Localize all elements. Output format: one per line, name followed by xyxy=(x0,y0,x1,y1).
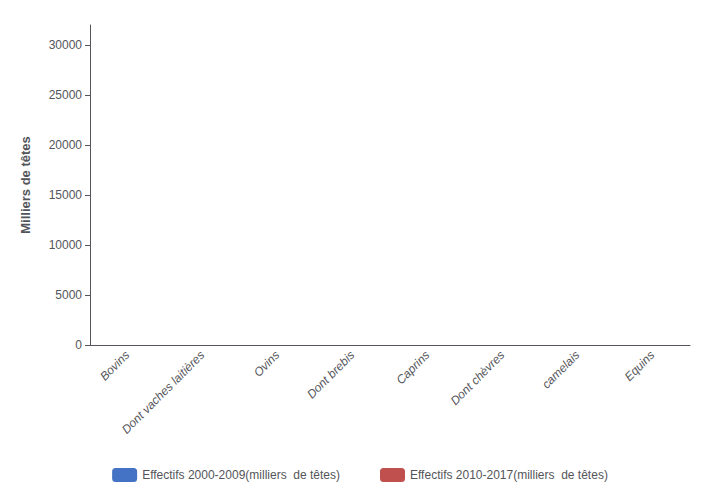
svg-text:Effectifs 2000-2009(milliers: Effectifs 2000-2009(milliers de têtes) xyxy=(142,468,340,482)
svg-text:Milliers de têtes: Milliers de têtes xyxy=(18,136,33,234)
svg-text:Bovins: Bovins xyxy=(97,348,132,383)
svg-text:Dont brebis: Dont brebis xyxy=(304,348,357,401)
svg-text:Effectifs 2010-2017(milliers: Effectifs 2010-2017(milliers de têtes) xyxy=(410,468,608,482)
svg-text:Caprins: Caprins xyxy=(393,348,432,387)
svg-text:Ovins: Ovins xyxy=(251,348,283,380)
svg-text:camelais: camelais xyxy=(539,348,582,391)
svg-text:0: 0 xyxy=(75,338,82,352)
svg-text:30000: 30000 xyxy=(49,38,83,52)
svg-text:Dont chèvres: Dont chèvres xyxy=(448,348,508,408)
svg-text:5000: 5000 xyxy=(55,288,82,302)
svg-text:Equins: Equins xyxy=(622,348,658,384)
svg-text:Dont vaches laitières: Dont vaches laitières xyxy=(119,348,208,437)
svg-text:20000: 20000 xyxy=(49,138,83,152)
svg-text:10000: 10000 xyxy=(49,238,83,252)
svg-text:15000: 15000 xyxy=(49,188,83,202)
svg-text:25000: 25000 xyxy=(49,88,83,102)
